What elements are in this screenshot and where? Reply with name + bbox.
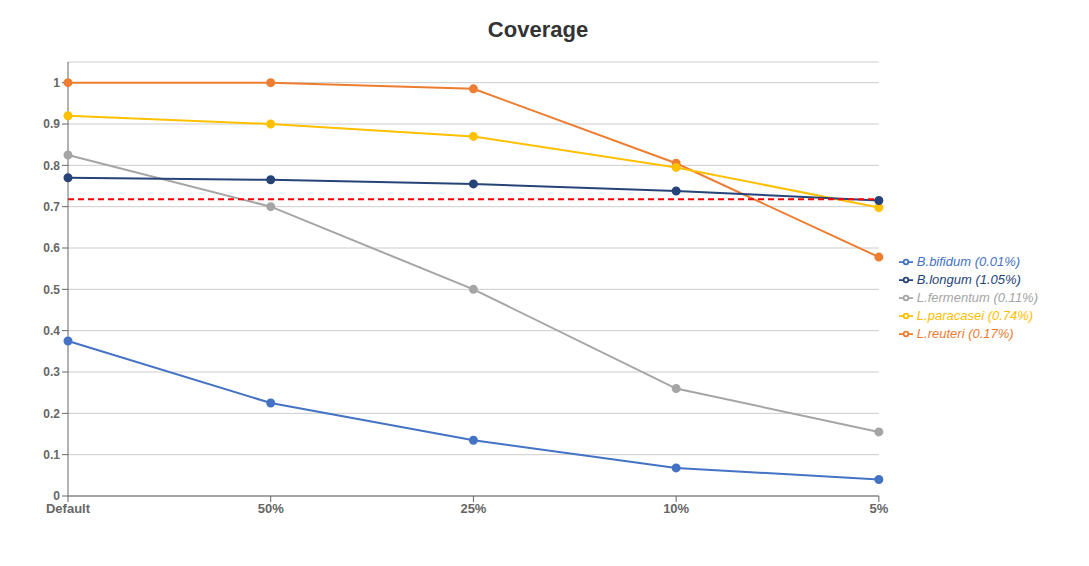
svg-text:10%: 10% — [663, 501, 689, 516]
svg-text:Default: Default — [46, 501, 91, 516]
svg-text:0.8: 0.8 — [43, 159, 60, 173]
svg-text:0.7: 0.7 — [43, 200, 60, 214]
svg-text:0.5: 0.5 — [43, 283, 60, 297]
html-text:L.reuteri (0.17%): L.reuteri (0.17%) — [916, 326, 1014, 341]
svg-text:0.1: 0.1 — [43, 448, 60, 462]
svg-text:5%: 5% — [869, 501, 888, 516]
svg-text:50%: 50% — [258, 501, 284, 516]
svg-text:1: 1 — [53, 76, 60, 90]
svg-text:0.2: 0.2 — [43, 407, 60, 421]
svg-text:0.3: 0.3 — [43, 365, 60, 379]
svg-text:0.9: 0.9 — [43, 117, 60, 131]
html-text:B.bifidum (0.01%): B.bifidum (0.01%) — [916, 254, 1021, 269]
svg-text:0: 0 — [53, 489, 60, 503]
svg-text:25%: 25% — [460, 501, 486, 516]
svg-text:0.4: 0.4 — [43, 324, 60, 338]
html-text:L.fermentum (0.11%): L.fermentum (0.11%) — [916, 290, 1038, 305]
html-text:Coverage: Coverage — [487, 17, 589, 42]
html-text:B.longum (1.05%): B.longum (1.05%) — [916, 272, 1021, 287]
html-text:L.paracasei (0.74%): L.paracasei (0.74%) — [916, 308, 1034, 323]
svg-text:0.6: 0.6 — [43, 241, 60, 255]
